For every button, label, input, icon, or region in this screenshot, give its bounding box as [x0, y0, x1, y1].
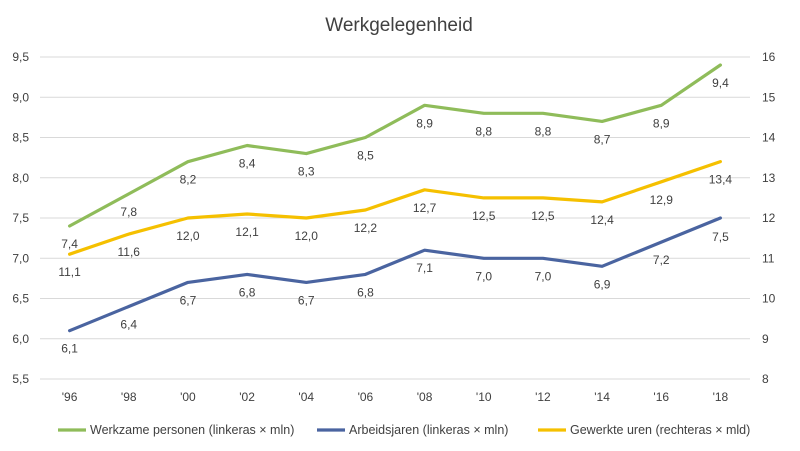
right-tick-label: 12	[762, 211, 776, 225]
data-label: 12,5	[472, 209, 496, 223]
data-label: 6,7	[180, 293, 197, 307]
right-axis-ticks: 8 9 10 11 12 13 14 15 16	[762, 50, 776, 386]
series-line-0	[67, 63, 723, 228]
data-label: 8,8	[475, 124, 492, 138]
left-tick-label: 5,5	[12, 372, 29, 386]
x-tick-label: '98	[121, 390, 137, 404]
data-label: 7,0	[535, 269, 552, 283]
left-tick-label: 7,0	[12, 251, 29, 265]
x-tick-label: '02	[239, 390, 255, 404]
legend-label: Werkzame personen (linkeras × mln)	[90, 423, 294, 437]
x-axis-ticks: '96 '98 '00 '02 '04 '06 '08 '10 '12 '14 '16 '18	[62, 390, 729, 404]
right-tick-label: 14	[762, 131, 776, 145]
x-tick-label: '14	[594, 390, 610, 404]
data-label: 12,0	[176, 229, 200, 243]
data-label: 8,9	[416, 116, 433, 130]
data-label: 8,8	[535, 124, 552, 138]
data-label: 12,2	[354, 221, 378, 235]
data-label: 7,8	[120, 205, 137, 219]
right-tick-label: 8	[762, 372, 769, 386]
data-labels: 7,4 7,8 8,2 8,4 8,3 8,5 8,9 8,8 8,8 8,7 8,9 9,4 6,1 6…	[58, 76, 732, 356]
right-tick-label: 11	[762, 251, 775, 265]
right-tick-label: 16	[762, 50, 776, 64]
series-lines	[67, 63, 723, 333]
data-label: 6,1	[61, 342, 78, 356]
chart-title: Werkgelegenheid	[325, 15, 473, 36]
x-tick-label: '08	[417, 390, 433, 404]
x-tick-label: '18	[713, 390, 729, 404]
data-label: 8,7	[594, 132, 611, 146]
data-label: 11,1	[58, 265, 81, 279]
left-tick-label: 8,0	[12, 171, 29, 185]
x-tick-label: '12	[535, 390, 551, 404]
data-label: 12,7	[413, 201, 437, 215]
right-tick-label: 13	[762, 171, 776, 185]
x-tick-label: '16	[653, 390, 669, 404]
left-tick-label: 9,0	[12, 90, 29, 104]
data-label: 8,5	[357, 149, 374, 163]
data-label: 9,4	[712, 76, 729, 90]
right-tick-label: 9	[762, 332, 769, 346]
data-label: 7,4	[61, 237, 78, 251]
data-label: 12,0	[295, 229, 319, 243]
data-label: 12,1	[235, 225, 259, 239]
data-label: 8,4	[239, 157, 256, 171]
data-label: 12,9	[650, 193, 674, 207]
gridlines	[40, 56, 750, 380]
data-label: 12,5	[531, 209, 555, 223]
data-label: 6,8	[357, 285, 374, 299]
x-tick-label: '10	[476, 390, 492, 404]
data-label: 8,2	[180, 173, 197, 187]
right-tick-label: 10	[762, 292, 776, 306]
left-tick-label: 8,5	[12, 131, 29, 145]
data-label: 6,9	[594, 277, 611, 291]
data-label: 13,4	[709, 173, 733, 187]
right-tick-label: 15	[762, 90, 776, 104]
series-line-1	[67, 216, 723, 333]
x-tick-label: '00	[180, 390, 196, 404]
x-tick-label: '04	[298, 390, 314, 404]
legend: Werkzame personen (linkeras × mln) Arbeid…	[58, 423, 750, 437]
x-tick-label: '96	[62, 390, 78, 404]
data-label: 8,3	[298, 165, 315, 179]
legend-label: Gewerkte uren (rechteras × mld)	[570, 423, 750, 437]
left-tick-label: 6,0	[12, 332, 29, 346]
left-tick-label: 9,5	[12, 50, 29, 64]
data-label: 7,2	[653, 253, 670, 267]
left-axis-ticks: 5,5 6,0 6,5 7,0 7,5 8,0 8,5 9,0 9,5	[12, 50, 29, 386]
data-label: 6,4	[120, 318, 137, 332]
data-label: 7,1	[416, 261, 433, 275]
data-label: 7,0	[475, 269, 492, 283]
data-label: 6,8	[239, 285, 256, 299]
x-tick-label: '06	[358, 390, 374, 404]
data-label: 8,9	[653, 116, 670, 130]
data-label: 11,6	[118, 245, 141, 259]
data-label: 6,7	[298, 293, 315, 307]
data-label: 7,5	[712, 230, 729, 244]
left-tick-label: 6,5	[12, 292, 29, 306]
left-tick-label: 7,5	[12, 211, 29, 225]
data-label: 12,4	[590, 213, 614, 227]
series-line-2	[67, 160, 723, 256]
legend-label: Arbeidsjaren (linkeras × mln)	[349, 423, 508, 437]
